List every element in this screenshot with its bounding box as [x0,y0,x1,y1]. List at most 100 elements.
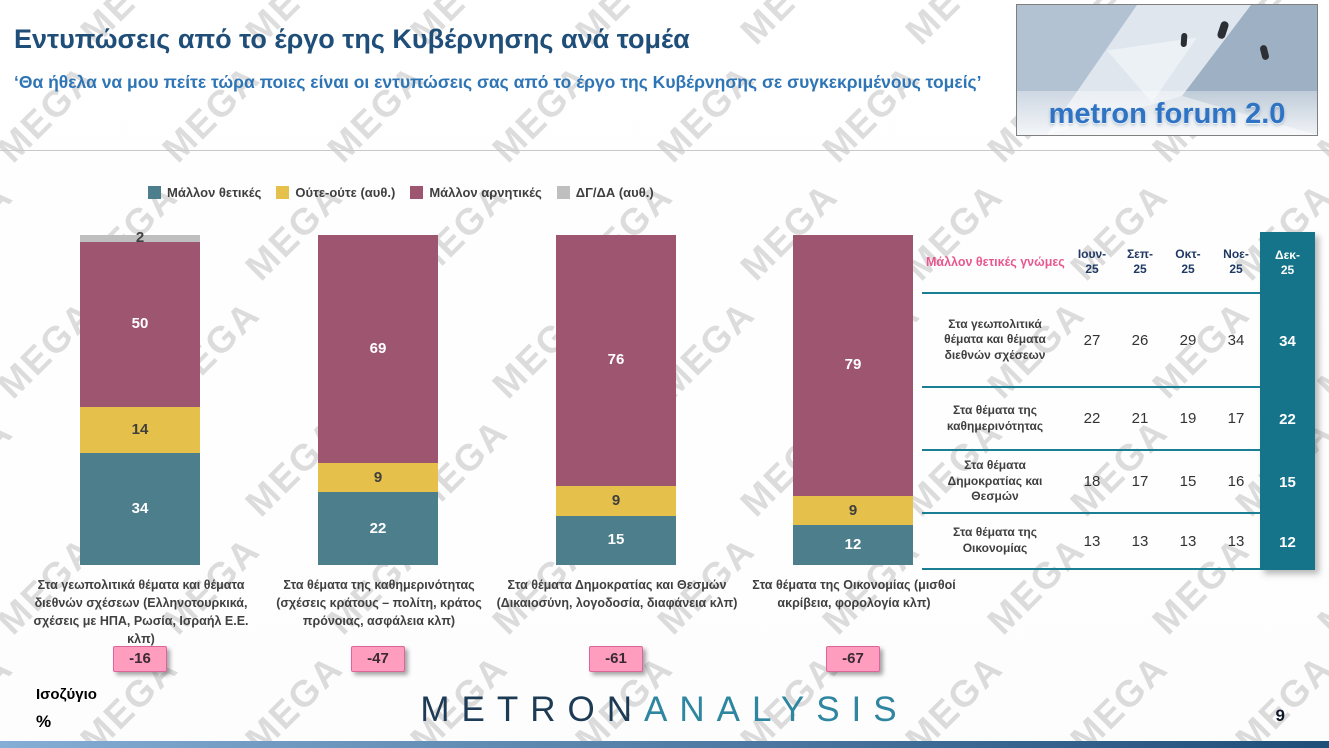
table-value: 16 [1212,451,1260,514]
table-value: 13 [1164,514,1212,570]
bar-value: 9 [373,468,383,486]
bar-segment: 15 [556,515,676,565]
legend-swatch [148,186,161,199]
legend-item: Μάλλον θετικές [148,185,261,200]
category-label: Στα θέματα της Οικονομίας (μισθοί ακρίβε… [752,578,956,611]
bar-value: 12 [844,536,862,554]
person-silhouette [1180,32,1188,48]
row-label: Στα θέματα της Οικονομίας [922,514,1068,570]
legend-label: Μάλλον θετικές [167,185,262,200]
bar-segment: 9 [556,485,676,516]
highlight-column-bg [1260,232,1315,570]
legend-label: ΔΓ/ΔΑ (αυθ.) [575,185,654,200]
trend-table-grid: Μάλλον θετικές γνώμες Ιουν- 25 Σεπ- 25 Οκτ- 25… [922,232,1315,570]
legend-label: Ούτε-ούτε (αυθ.) [295,185,396,200]
metron-analysis-logo: METRONANALYSIS [0,690,1329,730]
percent-unit-label: % [36,712,52,731]
legend-swatch [410,186,424,199]
balance-badge: -47 [351,646,405,672]
brand-wordmark: metron forum 2.0 [1048,98,1286,130]
legend-item: Ούτε-ούτε (αυθ.) [276,185,395,200]
bar-value: 2 [135,229,145,247]
table-value: 17 [1116,451,1164,514]
brand-text-band [1017,91,1317,135]
bar-value: 15 [607,531,625,549]
bar-value: 79 [844,356,862,374]
bar-value: 76 [607,351,625,369]
table-value: 17 [1212,388,1260,451]
page-number: 9 [1275,706,1285,725]
legend-label: Μάλλον αρνητικές [429,185,542,200]
row-label: Στα θέματα της καθημερινότητας [922,388,1068,451]
logo-analysis: ANALYSIS [644,690,909,729]
page-subtitle: ‘Θα ήθελα να μου πείτε τώρα ποιες είναι … [14,72,982,92]
bar-value: 50 [131,315,149,333]
column-header: Δεκ- 25 [1274,248,1300,277]
bar-column: 22 9 69 [318,235,438,565]
bar-segment: 69 [318,235,438,463]
header-divider [0,150,1329,151]
bottom-bar [0,741,1329,748]
balance-badge: -16 [113,646,167,672]
table-value: 18 [1068,451,1116,514]
balance-badge: -67 [826,646,880,672]
watermark-text: MEGA [733,0,847,53]
category-label: Στα θέματα της καθημερινότητας (σχέσεις … [276,578,482,629]
category-label: Στα γεωπολιτικά θέματα και θέματα διεθνώ… [33,578,249,647]
row-label: Στα γεωπολιτικά θέματα και θέματα διεθνώ… [922,294,1068,388]
column-header: Νοε- 25 [1212,232,1260,294]
bar-value: 69 [369,339,387,357]
metron-forum-image: metron forum 2.0 [1016,4,1318,136]
table-value: 26 [1116,294,1164,388]
table-value: 22 [1068,388,1116,451]
table-value: 27 [1068,294,1116,388]
bar-value: 22 [369,519,387,537]
balance-label: Ισοζύγιο [36,686,97,703]
bar-column: 15 9 76 [556,235,676,565]
bar-segment: 12 [793,525,913,565]
table-value: 22 [1279,411,1296,428]
legend-item: Μάλλον αρνητικές [410,185,542,200]
table-title: Μάλλον θετικές γνώμες [922,232,1068,294]
bar-segment: 14 [80,406,200,453]
bar-segment: 2 [80,230,200,245]
legend-item: ΔΓ/ΔΑ (αυθ.) [556,185,654,200]
bar-column: 34 14 50 2 [80,230,200,565]
bar-segment: 50 [80,241,200,407]
table-value: 13 [1212,514,1260,570]
table-value: 19 [1164,388,1212,451]
table-value: 29 [1164,294,1212,388]
page-title: Εντυπώσεις από το έργο της Κυβέρνησης αν… [14,24,690,54]
table-value: 13 [1068,514,1116,570]
bar-value: 9 [848,501,858,519]
row-label: Στα θέματα Δημοκρατίας και Θεσμών [922,451,1068,514]
bar-segment: 9 [318,462,438,493]
legend-swatch [276,186,290,199]
category-label: Στα θέματα Δημοκρατίας και Θεσμών (Δικαι… [496,578,738,611]
table-value: 12 [1279,533,1296,551]
balance-badge: -61 [589,646,643,672]
bar-value: 9 [611,491,621,509]
chart-legend: Μάλλον θετικές Ούτε-ούτε (αυθ.) Μάλλον αρν… [148,185,654,200]
column-header: Σεπ- 25 [1116,232,1164,294]
table-value: 15 [1279,474,1296,491]
bar-value: 34 [131,499,149,517]
column-header: Ιουν- 25 [1068,232,1116,294]
table-value: 13 [1116,514,1164,570]
bar-segment: 79 [793,235,913,496]
column-header: Οκτ- 25 [1164,232,1212,294]
table-value: 34 [1212,294,1260,388]
table-value: 15 [1164,451,1212,514]
bar-value: 14 [131,420,149,438]
table-value: 21 [1116,388,1164,451]
logo-metron: METRON [420,690,645,729]
legend-swatch [556,186,570,199]
trend-table: Μάλλον θετικές γνώμες Ιουν- 25 Σεπ- 25 Οκτ- 25… [922,232,1315,570]
table-value: 34 [1279,332,1296,350]
bar-segment: 76 [556,235,676,486]
bar-segment: 9 [793,495,913,526]
watermark-text: MEGA [898,0,1012,53]
bar-segment: 22 [318,492,438,565]
bar-segment: 34 [80,452,200,565]
